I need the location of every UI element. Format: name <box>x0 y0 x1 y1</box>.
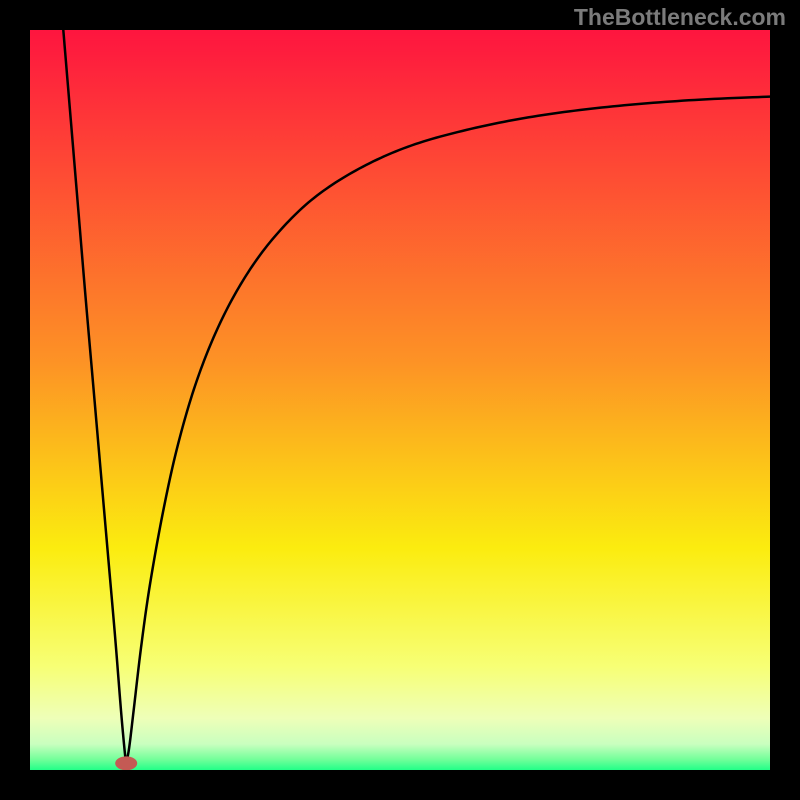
chart-svg <box>30 30 770 770</box>
gradient-background <box>30 30 770 770</box>
plot-area <box>30 30 770 770</box>
minimum-marker <box>115 756 137 770</box>
chart-container: TheBottleneck.com <box>0 0 800 800</box>
watermark-text: TheBottleneck.com <box>574 4 786 31</box>
